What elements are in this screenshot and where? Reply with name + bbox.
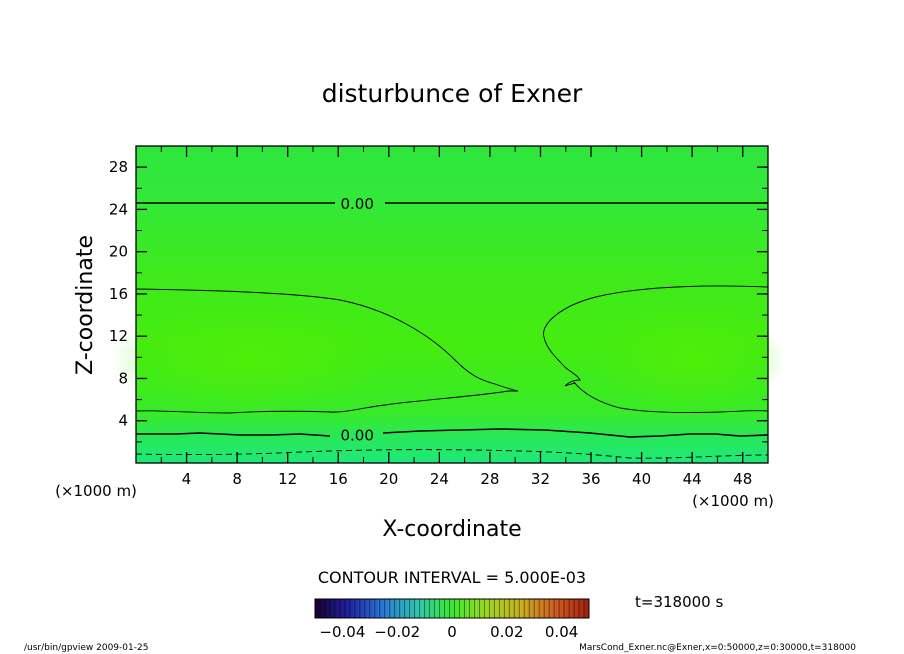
contour-line-left-lobe: [135, 288, 519, 414]
footer-left: /usr/bin/gpview 2009-01-25: [24, 643, 148, 653]
x-tick-label: 48: [733, 470, 752, 488]
x-tick-label: 8: [232, 470, 242, 488]
colorbar-stripes: [319, 599, 585, 618]
plot-frame: [135, 145, 769, 464]
contour-interval-label: CONTOUR INTERVAL = 5.000E-03: [318, 568, 586, 587]
x-tick-label: 4: [182, 470, 192, 488]
tick-marks: [136, 146, 768, 463]
colorbar-tick-label: −0.04: [319, 623, 365, 641]
contour-label: 0.00: [340, 427, 373, 445]
time-label: t=318000 s: [635, 593, 723, 611]
colorbar: −0.04 −0.02 0 0.02 0.04: [314, 598, 590, 641]
y-tick-label: 28: [109, 158, 128, 176]
y-tick-label: 24: [109, 200, 128, 218]
heatmap-lobe-right: [595, 305, 785, 415]
y-tick-label: 4: [118, 412, 128, 430]
y-tick-label: 8: [118, 369, 128, 387]
contour-line-dashed: [135, 449, 769, 459]
colorbar-tick-label: 0: [447, 623, 457, 641]
x-axis-title: X-coordinate: [382, 517, 521, 542]
x-tick-label: 24: [430, 470, 449, 488]
colorbar-tick-label: 0.02: [490, 623, 523, 641]
y-tick-label: 20: [109, 243, 128, 261]
contour-label: 0.00: [340, 195, 373, 213]
x-tick-label: 16: [329, 470, 348, 488]
colorbar-tick-label: −0.02: [374, 623, 420, 641]
y-tick-label: 16: [109, 285, 128, 303]
x-tick-label: 12: [278, 470, 297, 488]
x-tick-label: 36: [581, 470, 600, 488]
x-tick-label: 28: [480, 470, 499, 488]
x-axis-unit: (×1000 m): [692, 492, 774, 510]
colorbar-frame: [314, 598, 590, 619]
x-tick-label: 40: [632, 470, 651, 488]
chart-title: disturbunce of Exner: [322, 79, 583, 108]
colorbar-tick-labels: −0.04 −0.02 0 0.02 0.04: [319, 623, 578, 641]
colorbar-tick-label: 0.04: [545, 623, 578, 641]
y-tick-labels: 4 8 12 16 20 24 28: [109, 158, 128, 430]
colorbar-gradient: [315, 599, 589, 618]
footer-right: MarsCond_Exner.nc@Exner,x=0:50000,z=0:30…: [579, 643, 856, 653]
plot-area: 0.00 0.00: [110, 145, 785, 464]
contour-line-lower: [136, 428, 769, 438]
contour-line-right-lobe: [543, 285, 769, 413]
heatmap-field: [136, 146, 768, 463]
y-tick-label: 12: [109, 327, 128, 345]
heatmap-lobe-left: [110, 305, 390, 415]
y-axis-unit: (×1000 m): [55, 482, 137, 500]
x-tick-labels: 4 8 12 16 20 24 28 32 36 40 44 48: [182, 470, 752, 488]
y-axis-title: Z-coordinate: [73, 235, 98, 375]
x-tick-label: 20: [379, 470, 398, 488]
x-tick-label: 44: [683, 470, 702, 488]
x-tick-label: 32: [531, 470, 550, 488]
